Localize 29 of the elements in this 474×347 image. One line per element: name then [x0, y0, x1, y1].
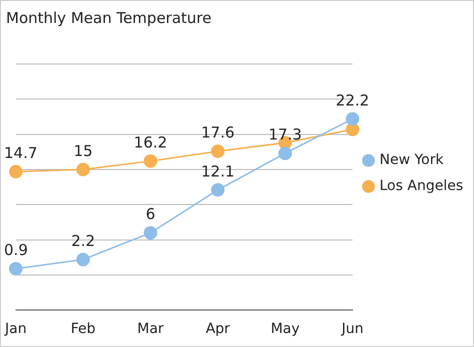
x-tick-label: Mar — [137, 321, 164, 338]
chart-title: Monthly Mean Temperature — [6, 8, 212, 27]
x-tick-label: Apr — [206, 321, 230, 338]
point — [346, 112, 360, 126]
x-tick-label: Jan — [4, 321, 27, 338]
point — [76, 252, 90, 266]
point — [144, 226, 158, 240]
x-tick-label: Feb — [70, 321, 96, 338]
point — [211, 144, 225, 158]
data-label: 15 — [74, 142, 93, 160]
data-label: 2.2 — [71, 232, 96, 250]
point — [76, 162, 90, 176]
point — [211, 183, 225, 197]
data-label: 22.2 — [336, 91, 370, 110]
legend-label: New York — [380, 152, 444, 168]
data-label: 16.2 — [134, 133, 168, 152]
data-label: 0.9 — [4, 241, 28, 260]
data-label: 14.7 — [4, 144, 38, 162]
data-label: 17.6 — [201, 124, 235, 142]
x-tick-label: Jun — [340, 321, 364, 338]
point — [278, 146, 292, 160]
point — [144, 154, 158, 168]
point — [9, 164, 23, 178]
point — [9, 262, 23, 276]
data-label: 17.3 — [268, 126, 302, 144]
data-label: 12.1 — [201, 162, 235, 180]
data-label: 6 — [146, 205, 156, 224]
x-tick-label: May — [270, 321, 300, 338]
legend-label: Los Angeles — [380, 178, 464, 194]
